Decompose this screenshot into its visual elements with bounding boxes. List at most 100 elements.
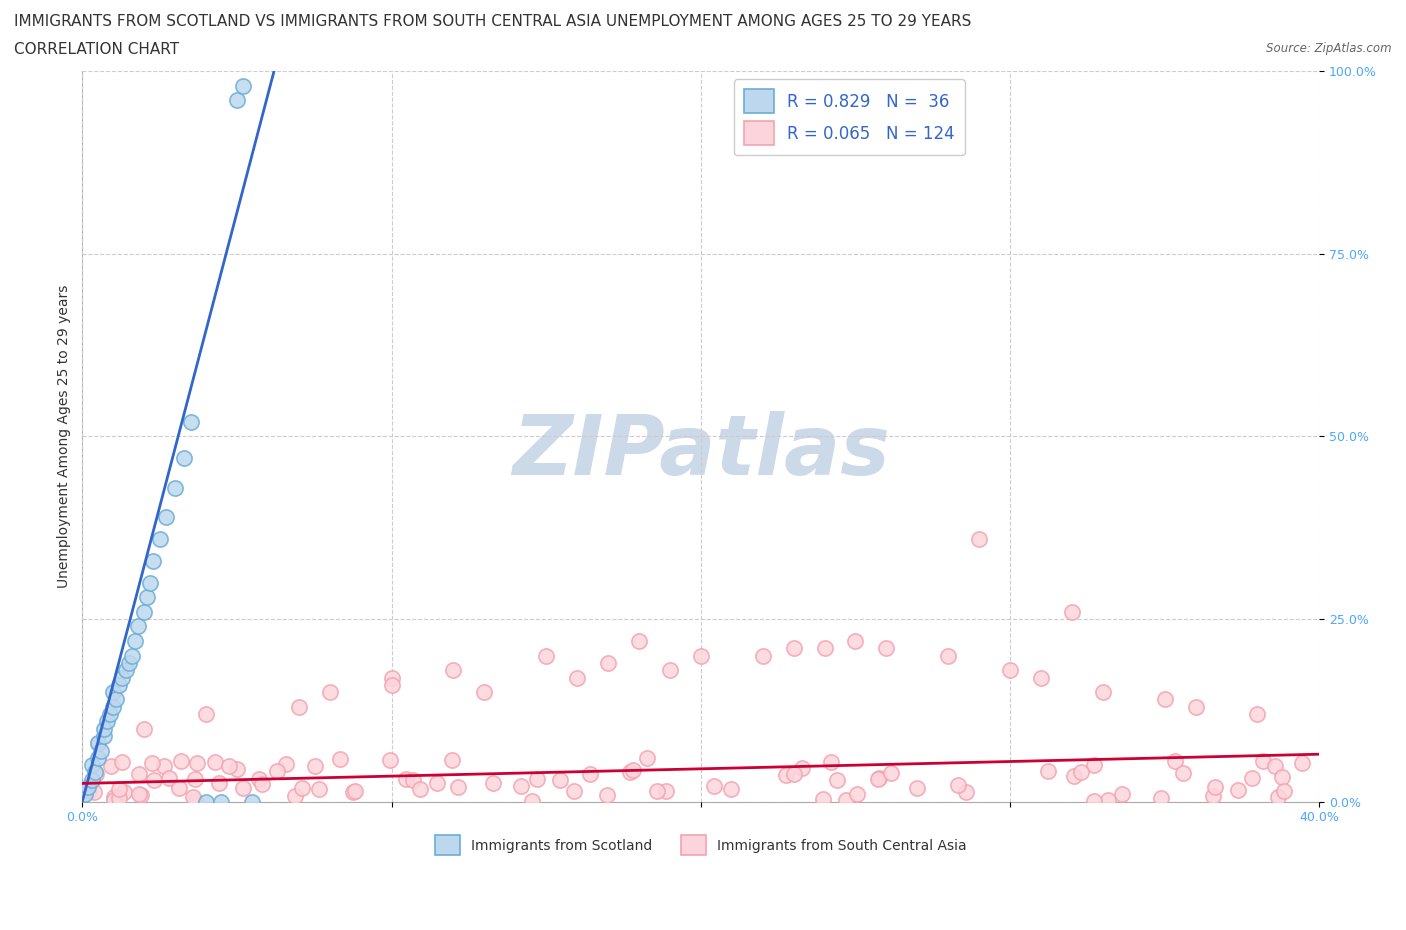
- Point: [186, 756, 208, 771]
- Point: [128, 766, 150, 781]
- Point: [218, 759, 240, 774]
- Point: [835, 792, 858, 807]
- Point: [149, 531, 172, 546]
- Legend: Immigrants from Scotland, Immigrants from South Central Asia: Immigrants from Scotland, Immigrants fro…: [430, 830, 972, 860]
- Point: [472, 684, 495, 699]
- Point: [83, 784, 105, 799]
- Point: [100, 759, 122, 774]
- Point: [308, 782, 330, 797]
- Point: [596, 788, 619, 803]
- Point: [288, 699, 311, 714]
- Point: [1070, 764, 1092, 779]
- Point: [482, 776, 505, 790]
- Point: [1097, 792, 1119, 807]
- Point: [226, 761, 249, 776]
- Point: [284, 789, 307, 804]
- Point: [342, 785, 364, 800]
- Point: [562, 784, 585, 799]
- Point: [548, 773, 571, 788]
- Point: [658, 663, 681, 678]
- Point: [173, 451, 195, 466]
- Point: [96, 714, 118, 729]
- Point: [111, 755, 134, 770]
- Point: [226, 93, 249, 108]
- Point: [107, 790, 129, 805]
- Point: [510, 778, 533, 793]
- Point: [77, 783, 100, 798]
- Point: [621, 763, 644, 777]
- Point: [820, 754, 842, 769]
- Point: [1271, 770, 1294, 785]
- Point: [157, 771, 180, 786]
- Text: IMMIGRANTS FROM SCOTLAND VS IMMIGRANTS FROM SOUTH CENTRAL ASIA UNEMPLOYMENT AMON: IMMIGRANTS FROM SCOTLAND VS IMMIGRANTS F…: [14, 14, 972, 29]
- Point: [124, 633, 146, 648]
- Point: [343, 783, 366, 798]
- Point: [134, 604, 156, 619]
- Point: [689, 648, 711, 663]
- Point: [118, 656, 141, 671]
- Point: [1253, 753, 1275, 768]
- Point: [905, 780, 928, 795]
- Point: [447, 779, 470, 794]
- Point: [751, 648, 773, 663]
- Point: [1272, 784, 1295, 799]
- Point: [252, 777, 274, 791]
- Point: [204, 754, 226, 769]
- Point: [165, 480, 187, 495]
- Point: [875, 641, 897, 656]
- Point: [520, 794, 543, 809]
- Point: [142, 553, 165, 568]
- Point: [232, 780, 254, 795]
- Point: [409, 781, 432, 796]
- Point: [380, 753, 402, 768]
- Point: [846, 786, 869, 801]
- Point: [1111, 787, 1133, 802]
- Point: [112, 784, 135, 799]
- Point: [108, 677, 131, 692]
- Point: [1226, 783, 1249, 798]
- Text: ZIPatlas: ZIPatlas: [512, 410, 890, 492]
- Point: [1202, 789, 1225, 804]
- Point: [183, 793, 205, 808]
- Point: [318, 684, 340, 699]
- Point: [1083, 793, 1105, 808]
- Point: [1038, 764, 1060, 778]
- Point: [720, 782, 742, 797]
- Point: [114, 663, 136, 678]
- Point: [1204, 779, 1226, 794]
- Point: [526, 772, 548, 787]
- Point: [441, 663, 464, 678]
- Point: [304, 758, 326, 773]
- Point: [83, 765, 105, 780]
- Point: [401, 773, 423, 788]
- Point: [129, 787, 152, 802]
- Point: [167, 780, 190, 795]
- Point: [868, 771, 890, 786]
- Point: [813, 641, 835, 656]
- Y-axis label: Unemployment Among Ages 25 to 29 years: Unemployment Among Ages 25 to 29 years: [58, 285, 72, 588]
- Point: [87, 751, 110, 765]
- Point: [655, 784, 678, 799]
- Point: [184, 772, 207, 787]
- Point: [1246, 707, 1268, 722]
- Point: [80, 758, 103, 773]
- Point: [139, 575, 162, 590]
- Point: [645, 784, 668, 799]
- Point: [84, 766, 107, 781]
- Point: [266, 764, 288, 778]
- Point: [93, 728, 115, 743]
- Point: [211, 794, 233, 809]
- Point: [1153, 692, 1175, 707]
- Text: Source: ZipAtlas.com: Source: ZipAtlas.com: [1267, 42, 1392, 55]
- Point: [274, 756, 297, 771]
- Point: [103, 793, 125, 808]
- Point: [180, 415, 202, 430]
- Point: [170, 753, 193, 768]
- Point: [77, 779, 100, 794]
- Point: [825, 772, 848, 787]
- Point: [134, 721, 156, 736]
- Point: [578, 766, 600, 781]
- Point: [1264, 759, 1286, 774]
- Point: [1267, 790, 1289, 804]
- Point: [128, 786, 150, 801]
